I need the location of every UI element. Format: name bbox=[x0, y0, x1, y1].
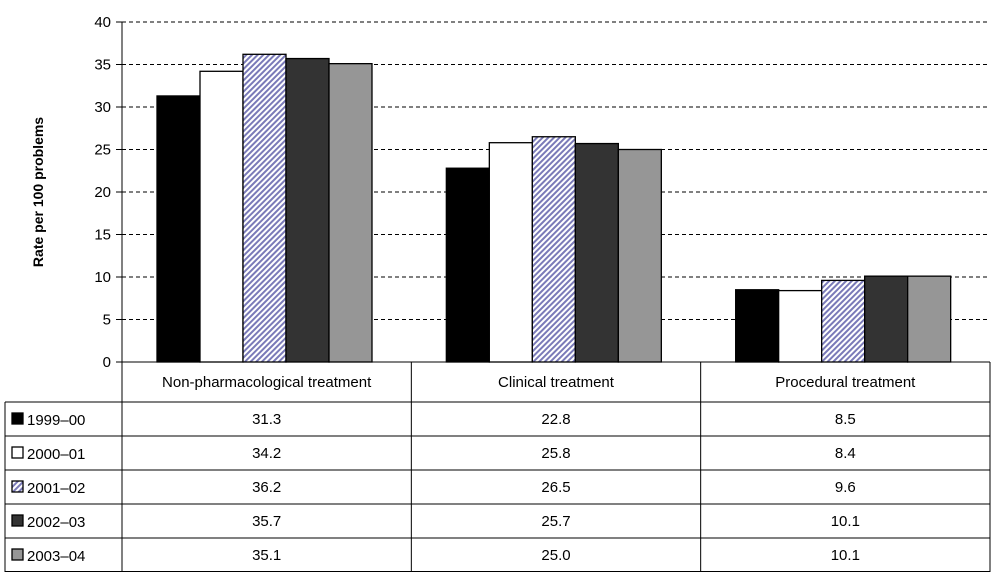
data-label: 31.3 bbox=[252, 411, 281, 428]
bar bbox=[907, 275, 952, 363]
bar bbox=[445, 167, 490, 363]
legend-label: 2001–02 bbox=[27, 480, 85, 497]
bar bbox=[735, 289, 780, 363]
y-tick-label: 10 bbox=[94, 269, 111, 286]
bar bbox=[617, 148, 662, 363]
data-label: 8.5 bbox=[835, 411, 856, 428]
legend-label: 2002–03 bbox=[27, 514, 85, 531]
bar bbox=[574, 142, 619, 363]
data-label: 8.4 bbox=[835, 445, 856, 462]
data-label: 36.2 bbox=[252, 479, 281, 496]
y-tick-label: 15 bbox=[94, 227, 111, 244]
legend-swatch bbox=[11, 480, 24, 493]
y-tick-label: 20 bbox=[94, 184, 111, 201]
legend-swatch bbox=[11, 548, 24, 561]
legend-swatch bbox=[11, 514, 24, 527]
legend-swatch bbox=[11, 412, 24, 425]
y-axis-ticks: 0 5 10 15 20 25 30 35 40 bbox=[94, 14, 122, 371]
data-label: 10.1 bbox=[831, 547, 860, 564]
y-tick-label: 35 bbox=[94, 57, 111, 74]
bar bbox=[199, 70, 244, 363]
category-label: Procedural treatment bbox=[775, 374, 916, 391]
data-label: 26.5 bbox=[541, 479, 570, 496]
bar bbox=[156, 95, 201, 363]
data-label: 10.1 bbox=[831, 513, 860, 530]
y-tick-label: 0 bbox=[103, 354, 111, 371]
bars bbox=[156, 53, 952, 363]
data-label: 34.2 bbox=[252, 445, 281, 462]
legend-label: 1999–00 bbox=[27, 412, 85, 429]
legend-label: 2003–04 bbox=[27, 548, 85, 565]
data-label: 35.1 bbox=[252, 547, 281, 564]
y-axis-label: Rate per 100 problems bbox=[30, 117, 46, 267]
data-label: 9.6 bbox=[835, 479, 856, 496]
legend-label: 2000–01 bbox=[27, 446, 85, 463]
bar bbox=[821, 279, 866, 363]
data-label: 25.0 bbox=[541, 547, 570, 564]
data-label: 22.8 bbox=[541, 411, 570, 428]
bar bbox=[328, 63, 373, 363]
bar bbox=[242, 53, 287, 363]
data-label: 25.7 bbox=[541, 513, 570, 530]
legend-swatch bbox=[11, 446, 24, 459]
bar bbox=[778, 289, 823, 363]
y-tick-label: 40 bbox=[94, 14, 111, 31]
category-label: Clinical treatment bbox=[498, 374, 615, 391]
bar bbox=[531, 136, 576, 363]
bar bbox=[864, 275, 909, 363]
y-tick-label: 5 bbox=[103, 312, 111, 329]
y-tick-label: 25 bbox=[94, 142, 111, 159]
bar bbox=[488, 142, 533, 363]
data-label: 35.7 bbox=[252, 513, 281, 530]
category-label: Non-pharmacological treatment bbox=[162, 374, 372, 391]
y-tick-label: 30 bbox=[94, 99, 111, 116]
data-label: 25.8 bbox=[541, 445, 570, 462]
data-table: Non-pharmacological treatment Clinical tr… bbox=[4, 361, 991, 572]
bar bbox=[285, 57, 330, 363]
